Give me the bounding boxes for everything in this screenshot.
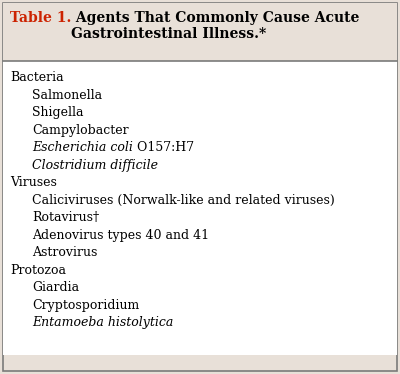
Text: Campylobacter: Campylobacter	[32, 123, 129, 137]
Bar	[3, 3, 397, 61]
Text: Agents That Commonly Cause Acute
Gastrointestinal Illness.*: Agents That Commonly Cause Acute Gastroi…	[71, 11, 360, 41]
Text: Astrovirus: Astrovirus	[32, 246, 97, 259]
Text: Bacteria: Bacteria	[10, 71, 64, 84]
Text: Protozoa: Protozoa	[10, 264, 66, 276]
Text: Adenovirus types 40 and 41: Adenovirus types 40 and 41	[32, 229, 209, 242]
Text: Escherichia coli: Escherichia coli	[32, 141, 133, 154]
Text: Clostridium difficile: Clostridium difficile	[32, 159, 158, 172]
Text: Shigella: Shigella	[32, 106, 84, 119]
Bar	[3, 61, 397, 355]
Text: Rotavirus†: Rotavirus†	[32, 211, 99, 224]
Text: Caliciviruses (Norwalk-like and related viruses): Caliciviruses (Norwalk-like and related …	[32, 193, 335, 206]
Text: O157:H7: O157:H7	[133, 141, 194, 154]
Text: Entamoeba histolytica: Entamoeba histolytica	[32, 316, 173, 329]
Text: Salmonella: Salmonella	[32, 89, 102, 101]
Text: Viruses: Viruses	[10, 176, 57, 189]
Text: Table 1.: Table 1.	[10, 11, 71, 25]
Text: Giardia: Giardia	[32, 281, 79, 294]
Text: Cryptosporidium: Cryptosporidium	[32, 298, 139, 312]
